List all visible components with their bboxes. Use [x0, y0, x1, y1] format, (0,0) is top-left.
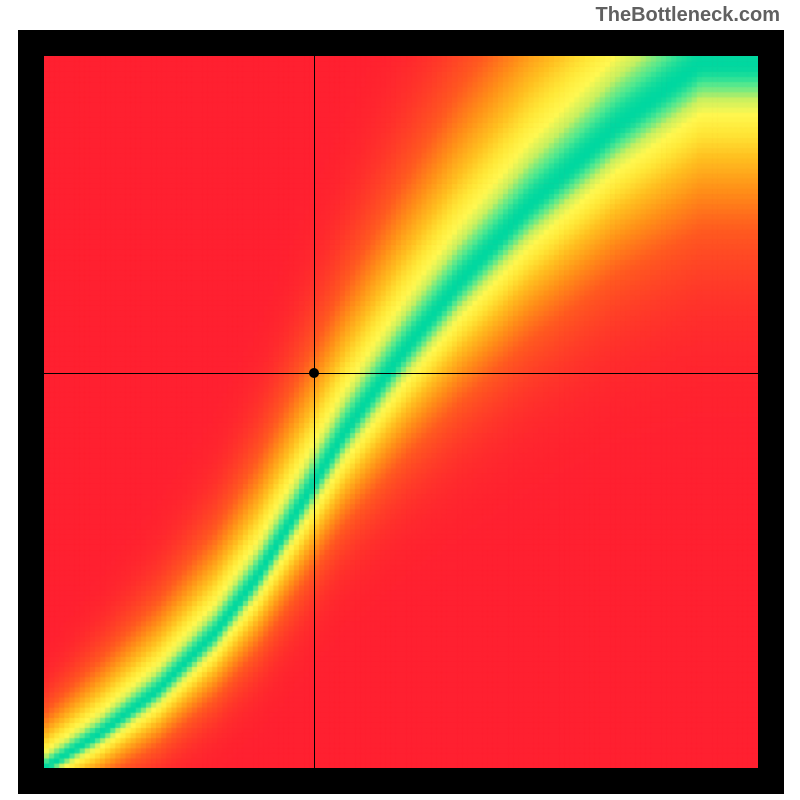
plot-area	[44, 56, 758, 768]
heatmap-canvas	[44, 56, 758, 768]
attribution-text: TheBottleneck.com	[596, 4, 780, 27]
data-point-marker	[309, 368, 319, 378]
crosshair-horizontal	[44, 373, 758, 374]
chart-frame: TheBottleneck.com	[0, 0, 800, 800]
plot-border	[18, 30, 784, 794]
crosshair-vertical	[314, 56, 315, 768]
